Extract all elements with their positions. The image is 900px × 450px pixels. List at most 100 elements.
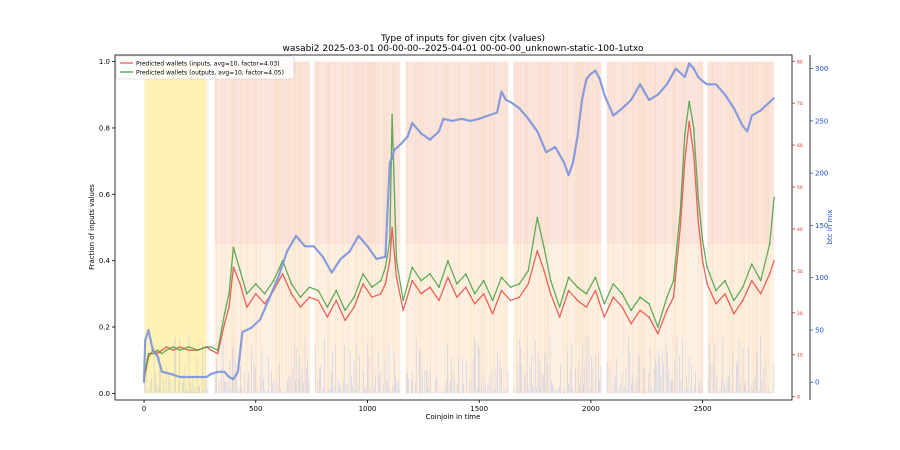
x-tick-label: 0	[142, 405, 146, 413]
series-point	[272, 279, 275, 282]
series-point	[411, 266, 413, 269]
series-point	[603, 302, 606, 305]
series-point	[612, 114, 615, 117]
series-point	[380, 279, 382, 282]
series-point	[500, 90, 503, 93]
series-point	[527, 269, 530, 272]
series-point	[464, 273, 467, 275]
series-point	[353, 296, 355, 298]
series-point	[724, 293, 726, 295]
series-point	[563, 161, 565, 164]
series-point	[232, 378, 235, 380]
legend-box	[115, 55, 295, 80]
series-point	[527, 117, 530, 120]
series-point	[223, 322, 226, 325]
series-point	[335, 289, 337, 292]
series-point	[697, 196, 699, 199]
series-point	[585, 78, 588, 80]
y2-tick-label: 200	[815, 170, 828, 178]
chart-title: Type of inputs for given cjtx (values)	[380, 34, 545, 44]
series-point	[683, 133, 686, 136]
series-point	[228, 293, 230, 295]
series-point	[254, 283, 257, 285]
series-point	[389, 161, 391, 164]
series-point	[585, 293, 588, 295]
series-point	[317, 289, 320, 292]
segment-band	[214, 61, 311, 394]
series-point	[228, 306, 230, 308]
series-point	[290, 293, 293, 295]
series-point	[594, 276, 597, 279]
series-point	[473, 293, 476, 295]
series-point	[393, 149, 396, 151]
y3-tick-label: 50	[797, 185, 803, 191]
series-point	[733, 107, 735, 110]
series-point	[706, 283, 708, 285]
series-point	[178, 376, 181, 378]
y3-tick-label: 0	[797, 395, 800, 401]
series-point	[165, 349, 168, 352]
y3-tick-label: 40	[797, 227, 803, 233]
series-point	[187, 346, 190, 348]
series-point	[420, 132, 422, 135]
series-point	[286, 250, 288, 253]
series-point	[683, 76, 686, 78]
series-point	[239, 283, 241, 285]
series-point	[216, 370, 219, 373]
series-point	[657, 326, 659, 328]
series-point	[509, 299, 512, 302]
y-axis-label: Fraction of inputs values	[88, 184, 96, 270]
y-tick-label: 1.0	[99, 58, 110, 66]
series-point	[733, 299, 735, 302]
series-point	[482, 279, 485, 282]
series-point	[576, 299, 579, 302]
axis-layer: 0 500 1000 1500 2000 25000.00.20.40.60.81.001…	[99, 58, 829, 413]
series-point	[420, 279, 422, 282]
series-point	[675, 67, 677, 70]
y-tick-label: 0.6	[99, 191, 111, 199]
series-point	[447, 276, 449, 279]
series-point	[657, 332, 659, 335]
series-point	[590, 73, 592, 75]
series-point	[759, 279, 762, 282]
series-point	[330, 271, 333, 274]
series-point	[688, 62, 691, 65]
series-point	[672, 279, 675, 282]
series-point	[500, 289, 503, 292]
series-point	[295, 235, 297, 237]
series-point	[768, 273, 771, 275]
series-point	[509, 101, 512, 103]
series-point	[715, 289, 717, 292]
series-point	[335, 299, 337, 302]
series-point	[630, 322, 632, 325]
x-tick-label: 2500	[694, 405, 712, 413]
series-point	[554, 146, 556, 148]
series-point	[572, 161, 574, 164]
series-point	[205, 346, 208, 348]
series-point	[400, 143, 402, 145]
series-point	[742, 299, 744, 302]
series-point	[509, 286, 512, 289]
series-point	[216, 352, 219, 355]
segment-band-upper	[707, 61, 775, 245]
series-point	[299, 296, 302, 298]
series-point	[543, 246, 545, 249]
y2-axis-label: btc in mix	[826, 210, 834, 245]
segment-band-upper	[405, 61, 509, 245]
series-point	[438, 286, 440, 289]
series-point	[429, 138, 431, 141]
series-point	[603, 93, 606, 96]
series-point	[299, 306, 302, 308]
series-point	[594, 289, 597, 292]
series-point	[487, 114, 489, 117]
series-point	[362, 273, 364, 275]
series-point	[621, 107, 623, 110]
series-point	[630, 309, 632, 312]
series-point	[750, 279, 753, 282]
series-point	[384, 255, 387, 258]
series-point	[362, 283, 364, 285]
series-point	[259, 318, 262, 321]
series-point	[469, 120, 472, 122]
series-point	[438, 130, 440, 133]
series-point	[473, 302, 476, 305]
